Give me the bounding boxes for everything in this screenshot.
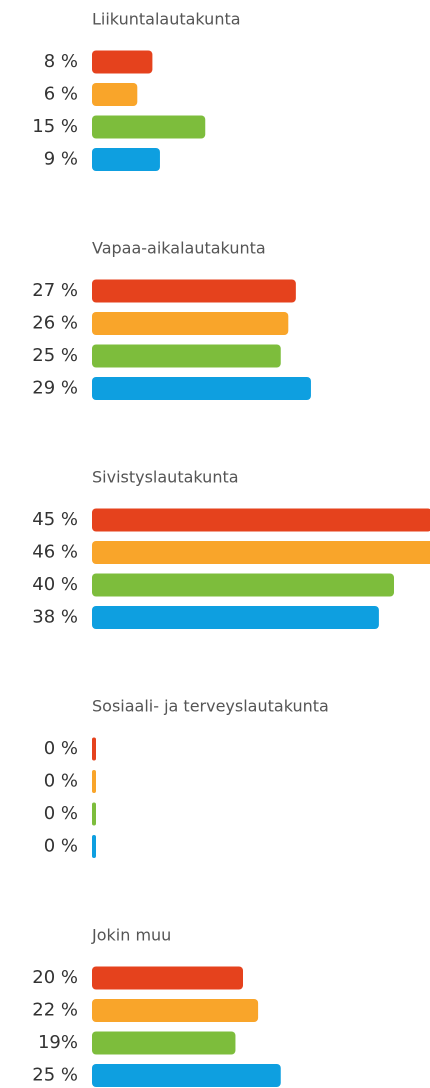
bar [92, 802, 96, 826]
value-label: 25 % [32, 1065, 78, 1086]
group-title: Jokin muu [91, 926, 171, 945]
bar [92, 835, 96, 858]
bar [92, 312, 289, 335]
value-label: 0 % [44, 738, 78, 759]
bar [92, 770, 96, 793]
bar [92, 50, 153, 74]
value-label: 27 % [32, 280, 78, 301]
bar [92, 115, 206, 139]
value-label: 9 % [44, 149, 78, 170]
value-label: 19% [38, 1032, 78, 1053]
bar [92, 1031, 236, 1055]
bar [92, 541, 430, 564]
bar [92, 999, 259, 1022]
value-label: 0 % [44, 836, 78, 857]
bar [92, 279, 296, 303]
group-title: Liikuntalautakunta [92, 10, 241, 29]
value-label: 25 % [32, 345, 78, 366]
bar [92, 606, 379, 629]
bar [92, 966, 243, 990]
bar [92, 344, 281, 368]
group-title: Sosiaali- ja terveyslautakunta [92, 697, 329, 716]
bar [92, 508, 430, 532]
bar [92, 377, 311, 400]
bar [92, 1064, 281, 1087]
bar [92, 83, 138, 106]
value-label: 26 % [32, 313, 78, 334]
group-title: Sivistyslautakunta [92, 468, 239, 487]
value-label: 38 % [32, 607, 78, 628]
bar [92, 148, 160, 171]
value-label: 15 % [32, 116, 78, 137]
value-label: 0 % [44, 803, 78, 824]
value-label: 45 % [32, 509, 78, 530]
value-label: 6 % [44, 84, 78, 105]
bar [92, 737, 96, 761]
value-label: 8 % [44, 51, 78, 72]
value-label: 46 % [32, 542, 78, 563]
value-label: 20 % [32, 967, 78, 988]
value-label: 29 % [32, 378, 78, 399]
value-label: 22 % [32, 1000, 78, 1021]
group-title: Vapaa-aikalautakunta [92, 239, 266, 258]
bar [92, 573, 394, 597]
value-label: 40 % [32, 574, 78, 595]
value-label: 0 % [44, 771, 78, 792]
